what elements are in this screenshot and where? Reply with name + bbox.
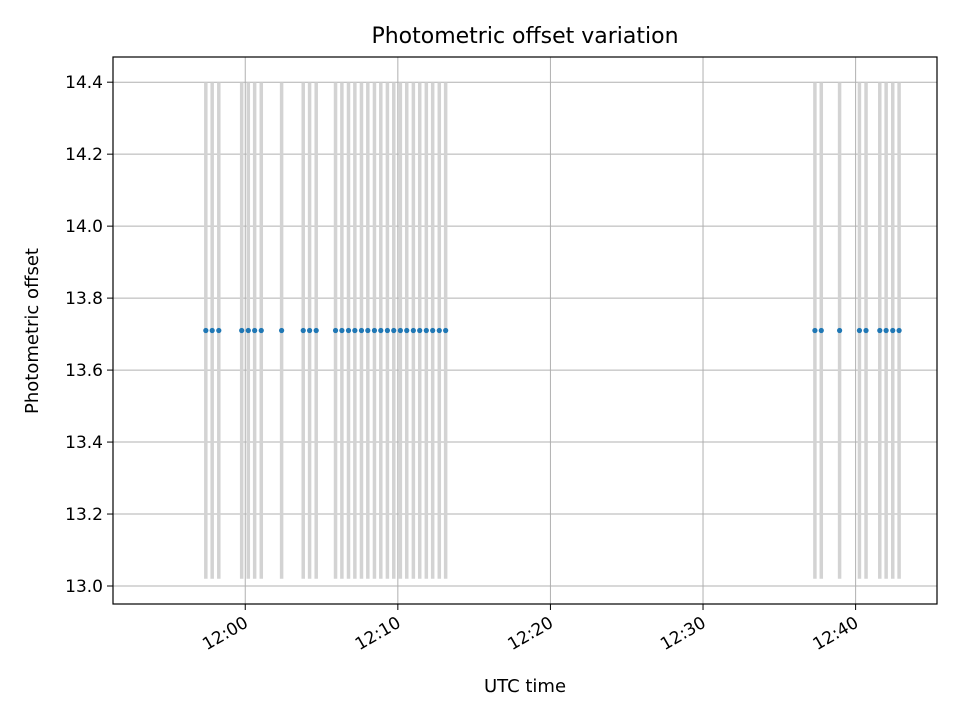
data-point — [397, 327, 403, 334]
y-tick-label: 14.4 — [65, 73, 103, 93]
data-point — [365, 327, 371, 334]
data-point — [896, 327, 902, 334]
data-point — [443, 327, 449, 334]
data-point — [812, 327, 818, 334]
data-point — [345, 327, 352, 334]
y-tick-label: 13.6 — [65, 361, 103, 381]
y-axis-label: Photometric offset — [22, 248, 43, 414]
y-tick-label: 13.8 — [65, 289, 103, 309]
data-point — [404, 327, 410, 334]
data-point — [391, 327, 397, 334]
data-point — [352, 327, 358, 334]
y-tick-label: 13.4 — [65, 433, 103, 453]
chart-title: Photometric offset variation — [371, 24, 678, 49]
data-point — [890, 327, 896, 334]
data-point — [306, 327, 313, 334]
data-point — [818, 327, 824, 334]
data-point — [856, 327, 863, 334]
data-point — [423, 327, 429, 334]
data-point — [245, 327, 251, 334]
data-point — [313, 327, 319, 334]
data-point — [883, 327, 889, 334]
data-point — [371, 327, 378, 334]
data-point — [417, 327, 423, 334]
data-point — [203, 327, 209, 334]
point-layer — [203, 327, 902, 334]
data-point — [209, 327, 215, 334]
data-point — [384, 327, 391, 334]
y-tick-label: 13.0 — [65, 577, 103, 597]
data-point — [252, 327, 258, 334]
data-point — [410, 327, 416, 334]
data-point — [216, 327, 222, 334]
data-point — [436, 327, 442, 334]
data-point — [358, 327, 365, 334]
x-axis-label: UTC time — [484, 676, 566, 697]
data-point — [300, 327, 306, 334]
y-tick-label: 13.2 — [65, 505, 103, 525]
y-tick-label: 14.2 — [65, 145, 103, 165]
data-point — [863, 327, 869, 334]
data-point — [378, 327, 384, 334]
data-point — [877, 327, 883, 334]
plot-frame — [112, 56, 938, 605]
y-tick-label: 14.0 — [65, 217, 103, 237]
data-point — [279, 327, 285, 334]
data-point — [239, 327, 245, 334]
data-point — [339, 327, 345, 334]
data-point — [836, 327, 843, 334]
data-point — [258, 327, 264, 334]
data-point — [430, 327, 436, 334]
data-point — [332, 327, 339, 334]
